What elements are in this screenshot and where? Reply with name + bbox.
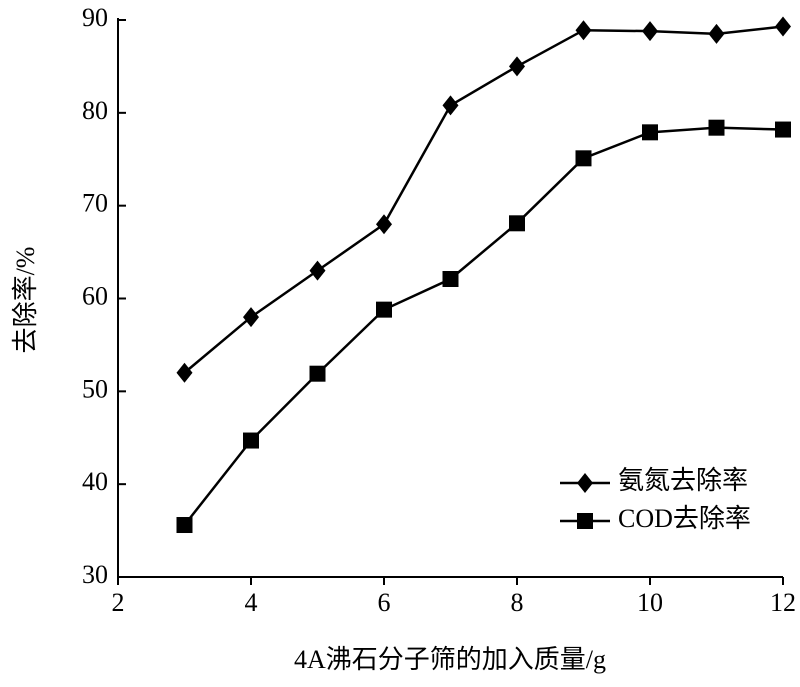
x-tick-label: 10 — [637, 588, 663, 617]
x-tick-label: 4 — [245, 588, 258, 617]
series-line — [183, 126, 784, 526]
x-tick-label: 12 — [770, 588, 796, 617]
legend-marker — [577, 473, 593, 493]
y-tick-label: 90 — [82, 3, 108, 32]
y-tick-label: 60 — [82, 281, 108, 310]
y-tick-label: 80 — [82, 96, 108, 125]
y-tick-label: 40 — [82, 467, 108, 496]
data-point — [575, 20, 592, 41]
data-point — [509, 56, 525, 77]
data-point — [309, 365, 326, 382]
data-point — [176, 362, 193, 383]
data-point — [376, 301, 392, 318]
data-point — [775, 121, 791, 138]
data-point — [708, 119, 725, 136]
x-tick-label: 6 — [378, 588, 391, 617]
data-point — [309, 260, 326, 281]
data-point — [642, 124, 658, 141]
x-tick-label: 8 — [511, 588, 524, 617]
y-tick-label: 70 — [82, 189, 108, 218]
x-axis-label: 4A沸石分子筛的加入质量/g — [294, 645, 606, 674]
y-tick-label: 30 — [82, 560, 108, 589]
legend-label: 氨氮去除率 — [618, 466, 748, 495]
data-point — [442, 271, 459, 288]
y-axis-label: 去除率/% — [11, 247, 40, 354]
legend-label: COD去除率 — [618, 504, 751, 533]
data-point — [775, 16, 791, 37]
data-point — [176, 517, 193, 534]
data-point — [376, 214, 392, 235]
data-point — [442, 95, 459, 116]
data-point — [243, 432, 259, 449]
data-point — [708, 23, 725, 44]
legend-marker — [577, 513, 593, 529]
series-line — [183, 25, 784, 374]
data-point — [642, 21, 658, 42]
y-tick-label: 50 — [82, 374, 108, 403]
x-tick-label: 2 — [112, 588, 125, 617]
data-point — [509, 215, 525, 232]
data-point — [575, 150, 592, 167]
data-point — [243, 307, 259, 328]
